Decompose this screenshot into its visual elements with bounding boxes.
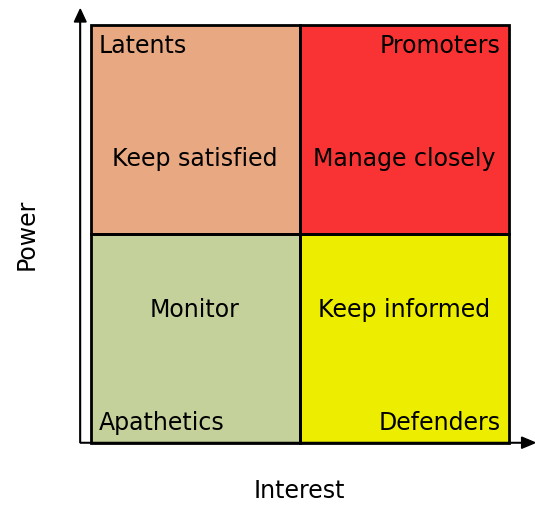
Text: Manage closely: Manage closely <box>313 147 495 171</box>
Bar <box>90 25 300 234</box>
Bar <box>300 25 509 234</box>
Bar <box>90 234 300 443</box>
Text: Keep informed: Keep informed <box>318 297 490 321</box>
Text: Monitor: Monitor <box>150 297 240 321</box>
Text: Power: Power <box>15 199 39 270</box>
Text: Keep satisfied: Keep satisfied <box>112 147 278 171</box>
Text: Defenders: Defenders <box>378 411 500 435</box>
Text: Promoters: Promoters <box>379 34 500 58</box>
Text: Latents: Latents <box>99 34 187 58</box>
Bar <box>300 234 509 443</box>
Text: Interest: Interest <box>254 478 346 502</box>
Text: Apathetics: Apathetics <box>99 411 225 435</box>
